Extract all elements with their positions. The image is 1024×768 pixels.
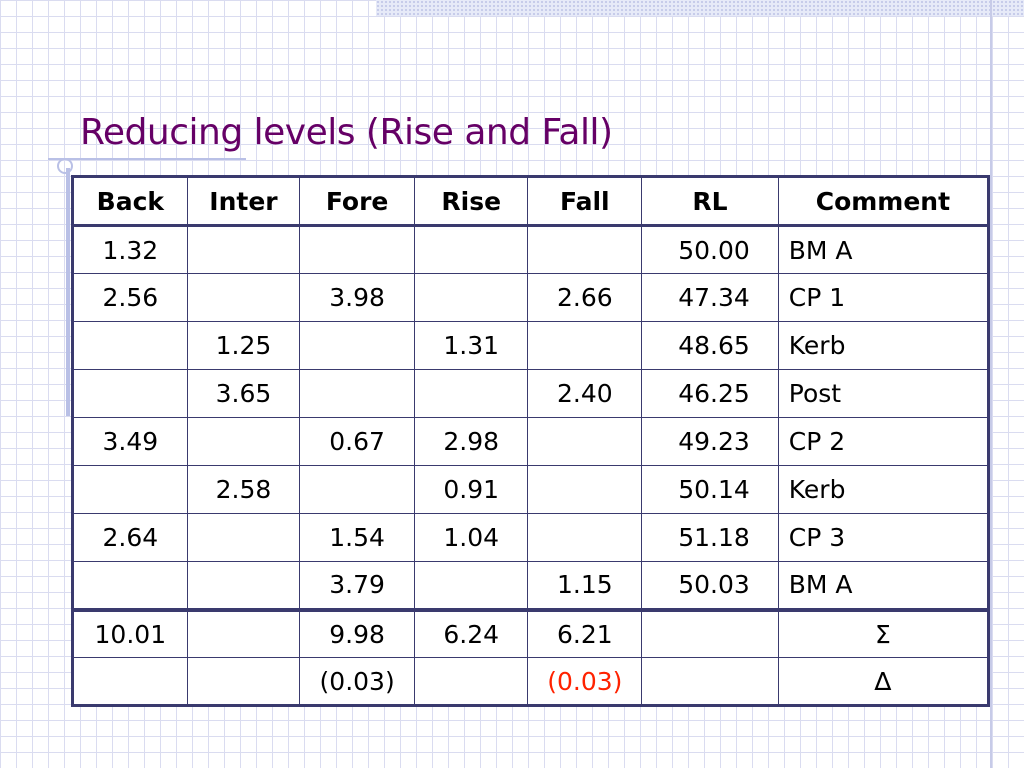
cell-fall	[527, 225, 643, 274]
delta-symbol: ∆	[777, 657, 990, 706]
cell-rise	[413, 561, 529, 610]
cell-rise	[413, 225, 529, 274]
cell-back	[72, 369, 188, 418]
diff-fore: (0.03)	[299, 657, 415, 706]
title-circle-ornament	[57, 158, 73, 174]
table-row: 3.79 1.15 50.03 BM A	[72, 561, 990, 610]
sigma-symbol: Σ	[777, 607, 990, 658]
sum-back: 10.01	[72, 607, 188, 658]
sum-inter	[186, 607, 301, 658]
table-row: 1.25 1.31 48.65 Kerb	[72, 321, 990, 370]
cell-inter	[186, 513, 301, 562]
cell-comment: CP 1	[777, 273, 990, 322]
cell-fore: 3.98	[299, 273, 415, 322]
cell-inter	[186, 225, 301, 274]
header-fore: Fore	[299, 176, 415, 226]
header-rise: Rise	[413, 176, 529, 226]
top-decorative-band	[376, 0, 1024, 16]
header-back: Back	[72, 176, 188, 226]
cell-fore	[299, 321, 415, 370]
title-underline-rule	[48, 158, 246, 160]
cell-comment: CP 3	[777, 513, 990, 562]
cell-fall	[527, 417, 643, 466]
cell-rise: 2.98	[413, 417, 529, 466]
cell-inter	[186, 417, 301, 466]
sum-row: 10.01 9.98 6.24 6.21 Σ	[72, 607, 990, 658]
cell-rl: 50.03	[641, 561, 779, 610]
cell-fall: 1.15	[527, 561, 643, 610]
cell-rl: 47.34	[641, 273, 779, 322]
sum-rise: 6.24	[413, 607, 529, 658]
cell-fall	[527, 465, 643, 514]
sum-fall: 6.21	[527, 607, 643, 658]
cell-fore	[299, 369, 415, 418]
table-row: 1.32 50.00 BM A	[72, 225, 990, 274]
diff-back	[72, 657, 188, 706]
diff-rise	[413, 657, 529, 706]
cell-fall	[527, 513, 643, 562]
table-row: 2.56 3.98 2.66 47.34 CP 1	[72, 273, 990, 322]
header-inter: Inter	[186, 176, 301, 226]
cell-comment: BM A	[777, 225, 990, 274]
cell-fore	[299, 465, 415, 514]
header-fall: Fall	[527, 176, 643, 226]
cell-back	[72, 321, 188, 370]
cell-comment: Post	[777, 369, 990, 418]
cell-rl: 50.00	[641, 225, 779, 274]
cell-comment: Kerb	[777, 321, 990, 370]
cell-fall	[527, 321, 643, 370]
cell-comment: CP 2	[777, 417, 990, 466]
cell-rl: 49.23	[641, 417, 779, 466]
levels-table: Back Inter Fore Rise Fall RL Comment 1.3…	[71, 175, 990, 707]
sum-fore: 9.98	[299, 607, 415, 658]
cell-back: 2.56	[72, 273, 188, 322]
cell-rise: 1.31	[413, 321, 529, 370]
cell-back: 3.49	[72, 417, 188, 466]
cell-comment: Kerb	[777, 465, 990, 514]
cell-rise	[413, 273, 529, 322]
cell-fall: 2.40	[527, 369, 643, 418]
cell-fore	[299, 225, 415, 274]
cell-fore: 1.54	[299, 513, 415, 562]
header-comment: Comment	[777, 176, 990, 226]
sum-rl	[641, 607, 779, 658]
cell-rise: 1.04	[413, 513, 529, 562]
table-row: 3.65 2.40 46.25 Post	[72, 369, 990, 418]
cell-rl: 46.25	[641, 369, 779, 418]
slide-title: Reducing levels (Rise and Fall)	[80, 112, 613, 153]
diff-fall: (0.03)	[527, 657, 643, 706]
diff-inter	[186, 657, 301, 706]
cell-back	[72, 465, 188, 514]
cell-inter: 2.58	[186, 465, 301, 514]
difference-row: (0.03) (0.03) ∆	[72, 657, 990, 706]
cell-rl: 48.65	[641, 321, 779, 370]
cell-fall: 2.66	[527, 273, 643, 322]
cell-rl: 50.14	[641, 465, 779, 514]
right-decorative-line	[990, 0, 992, 768]
cell-inter	[186, 273, 301, 322]
table-row: 2.64 1.54 1.04 51.18 CP 3	[72, 513, 990, 562]
cell-inter: 1.25	[186, 321, 301, 370]
left-decorative-bar	[66, 168, 70, 416]
cell-rise	[413, 369, 529, 418]
diff-rl	[641, 657, 779, 706]
cell-rise: 0.91	[413, 465, 529, 514]
cell-inter: 3.65	[186, 369, 301, 418]
cell-comment: BM A	[777, 561, 990, 610]
table-row: 2.58 0.91 50.14 Kerb	[72, 465, 990, 514]
cell-back	[72, 561, 188, 610]
header-rl: RL	[641, 176, 779, 226]
cell-fore: 3.79	[299, 561, 415, 610]
cell-rl: 51.18	[641, 513, 779, 562]
cell-inter	[186, 561, 301, 610]
cell-back: 2.64	[72, 513, 188, 562]
table-header-row: Back Inter Fore Rise Fall RL Comment	[72, 176, 990, 226]
cell-back: 1.32	[72, 225, 188, 274]
table-row: 3.49 0.67 2.98 49.23 CP 2	[72, 417, 990, 466]
cell-fore: 0.67	[299, 417, 415, 466]
